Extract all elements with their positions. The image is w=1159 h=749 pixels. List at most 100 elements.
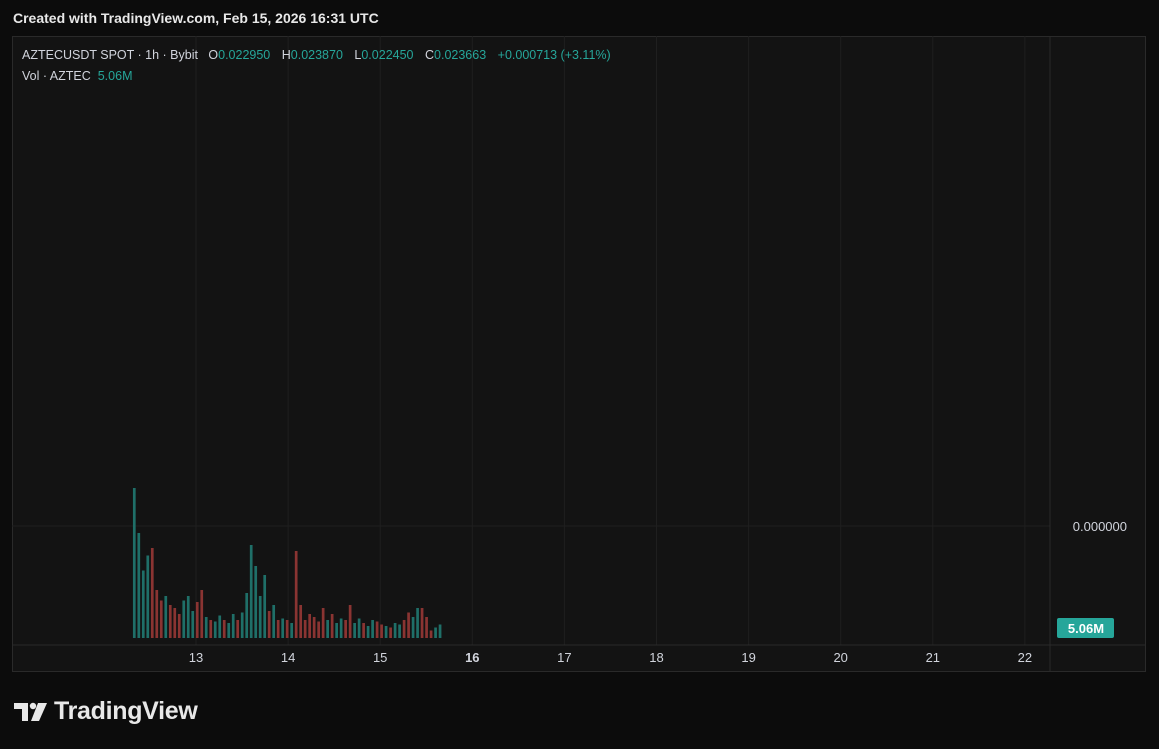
- volume-bar: [249, 545, 253, 638]
- volume-bar: [227, 623, 231, 638]
- volume-bar: [407, 612, 410, 638]
- volume-bar: [438, 624, 442, 638]
- volume-bar: [173, 608, 177, 638]
- volume-bar: [402, 620, 406, 638]
- volume-bar: [312, 617, 316, 638]
- volume-bar: [204, 617, 208, 638]
- volume-bar: [177, 614, 181, 638]
- created-with-text: Created with TradingView.com, Feb 15, 20…: [13, 10, 379, 26]
- volume-bar: [141, 570, 145, 638]
- symbol-legend: AZTECUSDT SPOT · 1h · Bybit O0.022950 H0…: [22, 45, 611, 87]
- volume-bar: [191, 611, 195, 638]
- volume-bar: [380, 624, 383, 638]
- open-label: O: [208, 48, 219, 62]
- time-tick-label: 20: [833, 650, 847, 665]
- low-value: 0.022450: [361, 48, 414, 62]
- time-tick-label: 21: [926, 650, 940, 665]
- volume-bar: [186, 596, 190, 638]
- close-label: C: [424, 48, 435, 62]
- close-value: 0.023663: [434, 48, 487, 62]
- volume-bar: [258, 596, 262, 638]
- open-value: 0.022950: [218, 48, 271, 62]
- volume-bar: [411, 617, 415, 638]
- volume-bar: [182, 600, 186, 638]
- change-value: +0.000713 (+3.11%): [497, 48, 611, 62]
- time-tick-label: 15: [373, 650, 387, 665]
- time-tick-label: 14: [281, 650, 295, 665]
- volume-bar: [200, 590, 204, 638]
- volume-bar: [308, 614, 312, 638]
- time-tick-label: 22: [1018, 650, 1032, 665]
- volume-bar: [195, 602, 199, 638]
- top-bar: Created with TradingView.com, Feb 15, 20…: [0, 0, 1159, 36]
- tradingview-logo: TradingView: [14, 697, 198, 726]
- volume-bar: [236, 620, 240, 638]
- volume-bar: [276, 620, 280, 638]
- volume-bar: [294, 551, 298, 638]
- volume-bar: [362, 623, 365, 638]
- volume-bar: [245, 593, 249, 638]
- volume-value: 5.06M: [97, 69, 133, 83]
- volume-bar: [398, 624, 401, 638]
- volume-bar: [344, 620, 347, 638]
- volume-bar: [222, 620, 226, 638]
- volume-bar: [339, 618, 343, 638]
- volume-bar: [290, 623, 294, 638]
- volume-bar: [389, 627, 392, 638]
- volume-bar: [366, 626, 370, 638]
- volume-bar: [420, 608, 424, 638]
- chart-frame[interactable]: [12, 36, 1146, 672]
- volume-bar: [132, 488, 136, 638]
- volume-bar: [375, 621, 379, 638]
- volume-bar: [267, 611, 271, 638]
- high-label: H: [281, 48, 291, 62]
- volume-bar: [146, 555, 150, 638]
- time-tick-label: 17: [557, 650, 571, 665]
- volume-bar: [137, 533, 141, 638]
- time-tick-label: 16: [465, 650, 479, 665]
- volume-bar: [357, 618, 361, 638]
- volume-bar: [425, 617, 428, 638]
- volume-bar: [240, 612, 244, 638]
- volume-bar: [285, 620, 289, 638]
- price-tick-label: 0.000000: [1073, 519, 1127, 534]
- volume-bar: [317, 621, 321, 638]
- volume-row: Vol · AZTEC 5.06M: [22, 66, 611, 87]
- volume-bar: [321, 608, 325, 638]
- volume-bar: [326, 620, 329, 638]
- volume-bar: [416, 608, 419, 638]
- low-label: L: [354, 48, 362, 62]
- volume-label[interactable]: Vol · AZTEC: [22, 69, 91, 83]
- time-tick-label: 19: [741, 650, 755, 665]
- time-tick-label: 13: [189, 650, 203, 665]
- volume-badge-label: 5.06M: [1068, 621, 1104, 636]
- volume-bar: [281, 618, 285, 638]
- volume-bar: [209, 620, 213, 638]
- volume-bar: [429, 630, 433, 638]
- high-value: 0.023870: [290, 48, 343, 62]
- volume-bar: [272, 605, 276, 638]
- volume-bar: [371, 620, 374, 638]
- volume-bar: [155, 590, 159, 638]
- volume-bar: [168, 605, 172, 638]
- volume-bar: [299, 605, 303, 638]
- volume-badge: [1057, 618, 1114, 638]
- volume-bar: [150, 548, 154, 638]
- symbol-title[interactable]: AZTECUSDT SPOT · 1h · Bybit: [22, 48, 198, 62]
- volume-bar: [434, 627, 437, 638]
- time-tick-label: 18: [649, 650, 663, 665]
- volume-bar: [159, 600, 163, 638]
- volume-bar: [254, 566, 258, 638]
- volume-bar: [164, 596, 168, 638]
- volume-bar: [213, 621, 217, 638]
- tradingview-logo-icon: [14, 702, 47, 721]
- volume-bar: [330, 614, 334, 638]
- volume-bar: [303, 620, 307, 638]
- volume-bar: [393, 623, 397, 638]
- volume-bar: [348, 605, 352, 638]
- volume-bar: [384, 626, 388, 638]
- volume-bar: [263, 575, 267, 638]
- volume-bar: [218, 615, 222, 638]
- tradingview-wordmark: TradingView: [54, 697, 198, 725]
